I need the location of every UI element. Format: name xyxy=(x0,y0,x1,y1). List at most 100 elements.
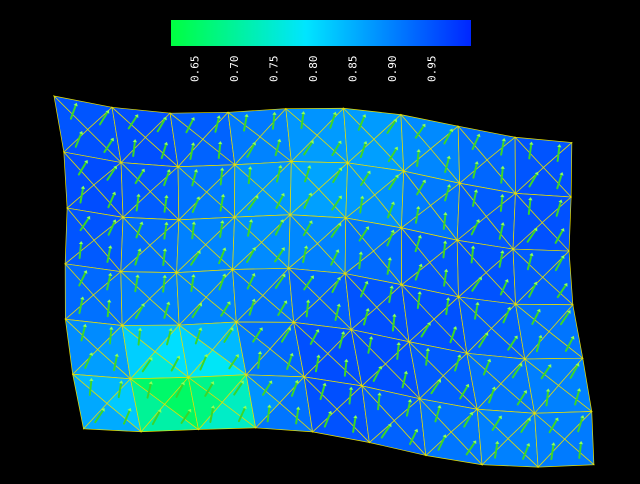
vector-arrow xyxy=(220,302,230,317)
vector-arrow xyxy=(528,143,533,160)
mesh-triangle xyxy=(343,107,375,164)
vector-arrow-head xyxy=(416,205,421,210)
vector-arrow xyxy=(465,441,476,456)
vector-arrow xyxy=(123,409,131,425)
vector-arrow xyxy=(286,354,293,370)
vector-arrow xyxy=(329,113,336,129)
vector-arrow xyxy=(425,349,429,366)
vector-arrow-head xyxy=(407,399,413,403)
vector-arrow-head xyxy=(242,405,247,410)
vector-arrow-head xyxy=(470,245,476,249)
vector-arrow-head xyxy=(443,212,448,216)
vector-arrow-head xyxy=(140,303,145,307)
vector-arrow xyxy=(228,355,239,370)
vector-arrow xyxy=(577,416,584,433)
vector-arrow-head xyxy=(157,409,162,413)
vector-arrow-head xyxy=(554,417,559,422)
vector-arrow xyxy=(387,203,394,219)
vector-arrow-head xyxy=(283,300,288,305)
vector-arrow-head xyxy=(176,355,181,360)
vector-arrow-head xyxy=(162,116,167,121)
vector-arrow xyxy=(526,254,533,271)
vector-arrow-head xyxy=(101,407,105,412)
vector-arrow-head xyxy=(268,380,273,385)
vector-arrow xyxy=(442,242,447,259)
vector-arrow xyxy=(520,419,530,433)
vector-arrow xyxy=(372,367,382,382)
vector-arrow xyxy=(522,444,530,460)
vector-arrow xyxy=(535,336,542,353)
vector-arrow-head xyxy=(88,352,93,357)
vector-arrow xyxy=(302,221,312,237)
vector-arrow-head xyxy=(254,195,259,200)
vector-arrow xyxy=(79,217,90,232)
vector-arrow xyxy=(414,125,425,139)
vector-arrow xyxy=(137,329,142,346)
vector-arrow xyxy=(330,224,341,238)
vector-arrow xyxy=(574,390,580,406)
vector-arrow-head xyxy=(365,308,370,312)
vector-arrow-head xyxy=(362,114,367,118)
vector-arrow xyxy=(134,250,141,266)
vector-arrow-head xyxy=(442,434,447,439)
vector-arrow-head xyxy=(163,141,169,146)
vector-arrow xyxy=(545,390,550,407)
vector-arrow-head xyxy=(396,341,401,346)
vector-arrow-head xyxy=(305,299,311,303)
vector-arrow-head xyxy=(210,405,216,409)
vector-arrow-head xyxy=(576,388,582,392)
vector-arrow-head xyxy=(529,252,534,257)
vector-arrow-head xyxy=(137,248,142,252)
colorbar-tick-label: 0.80 xyxy=(307,56,320,83)
vector-arrow-head xyxy=(162,274,167,278)
vector-arrow xyxy=(449,328,457,344)
vector-arrow xyxy=(442,214,447,230)
vector-arrow xyxy=(478,333,488,348)
vector-arrow xyxy=(271,113,276,130)
vector-arrow-head xyxy=(303,245,309,249)
colorbar-tick-label: 0.65 xyxy=(189,56,202,83)
vector-arrow xyxy=(303,276,314,291)
vector-arrow xyxy=(454,356,461,372)
mesh-triangle xyxy=(232,268,264,323)
vector-arrow-head xyxy=(136,193,141,197)
mesh-triangle xyxy=(187,376,223,431)
vector-arrow xyxy=(359,142,367,159)
vector-arrow xyxy=(472,163,478,179)
vector-arrow xyxy=(106,301,111,318)
vector-arrow xyxy=(191,223,195,240)
vector-arrow xyxy=(516,391,527,406)
vector-arrow-head xyxy=(107,272,113,277)
vector-arrow-head xyxy=(338,195,342,200)
vector-arrow xyxy=(107,193,115,209)
mesh-triangle xyxy=(177,165,208,221)
vector-arrow-head xyxy=(452,326,458,330)
vector-arrow xyxy=(331,278,340,293)
vector-arrow xyxy=(499,280,508,296)
vector-arrow-head xyxy=(337,140,342,145)
vector-arrow xyxy=(470,220,479,236)
vector-arrow xyxy=(578,443,582,459)
vector-arrow xyxy=(540,365,551,380)
vector-arrow xyxy=(247,221,252,237)
vector-arrow-head xyxy=(164,194,169,199)
vector-arrow xyxy=(556,284,567,299)
vector-arrow xyxy=(531,310,540,325)
mesh-triangle xyxy=(458,295,492,355)
vector-arrow-head xyxy=(259,327,263,332)
vector-arrow xyxy=(359,282,368,298)
vector-arrow-head xyxy=(310,275,314,280)
vector-arrow xyxy=(401,372,407,389)
vector-arrow-head xyxy=(340,331,346,335)
vector-arrow-head xyxy=(563,282,568,287)
vector-arrow-head xyxy=(114,353,119,357)
vector-arrow-head xyxy=(578,441,584,445)
vector-arrow xyxy=(470,247,475,264)
vector-arrow-head xyxy=(244,113,249,118)
vector-arrow xyxy=(132,141,136,157)
vector-arrow-head xyxy=(557,144,562,148)
vector-arrow-head xyxy=(366,170,371,175)
vector-arrow-head xyxy=(210,381,215,385)
